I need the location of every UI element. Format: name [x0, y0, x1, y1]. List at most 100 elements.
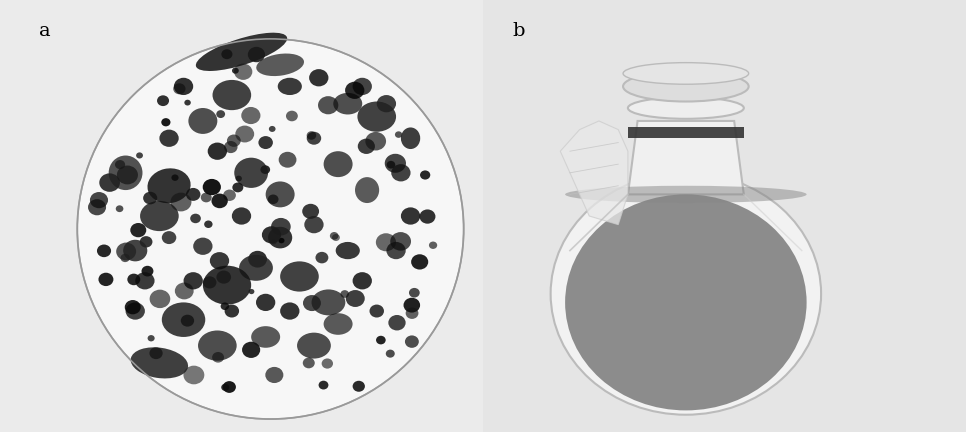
Ellipse shape	[224, 305, 240, 318]
Ellipse shape	[353, 272, 372, 289]
Circle shape	[346, 290, 365, 307]
Ellipse shape	[256, 54, 304, 76]
Ellipse shape	[628, 97, 744, 119]
Ellipse shape	[203, 266, 251, 305]
Ellipse shape	[386, 242, 406, 259]
Circle shape	[365, 132, 386, 150]
Ellipse shape	[130, 347, 188, 378]
Ellipse shape	[311, 289, 346, 315]
Circle shape	[232, 68, 239, 74]
Text: b: b	[512, 22, 525, 40]
Circle shape	[227, 134, 241, 147]
Circle shape	[357, 139, 375, 154]
Circle shape	[262, 226, 281, 244]
Ellipse shape	[391, 164, 411, 181]
Ellipse shape	[280, 302, 299, 320]
Ellipse shape	[208, 143, 227, 160]
Ellipse shape	[309, 69, 328, 86]
Circle shape	[270, 239, 276, 245]
Circle shape	[99, 273, 113, 286]
Ellipse shape	[124, 240, 147, 261]
Circle shape	[234, 64, 252, 80]
Circle shape	[409, 288, 419, 298]
Circle shape	[121, 254, 129, 262]
Polygon shape	[560, 121, 628, 225]
Circle shape	[201, 193, 212, 202]
Circle shape	[404, 298, 420, 313]
Ellipse shape	[565, 186, 807, 203]
Ellipse shape	[401, 207, 420, 225]
Circle shape	[236, 126, 254, 143]
Ellipse shape	[198, 330, 237, 361]
Ellipse shape	[159, 130, 179, 147]
Circle shape	[150, 289, 170, 308]
Circle shape	[203, 276, 216, 289]
Circle shape	[88, 199, 106, 215]
Circle shape	[143, 192, 157, 204]
Ellipse shape	[148, 168, 190, 203]
Circle shape	[233, 183, 243, 192]
Circle shape	[140, 236, 153, 248]
Circle shape	[242, 107, 261, 124]
Ellipse shape	[298, 333, 330, 359]
Circle shape	[268, 194, 278, 204]
Ellipse shape	[623, 63, 749, 84]
Ellipse shape	[278, 78, 301, 95]
Circle shape	[384, 154, 406, 173]
Circle shape	[115, 160, 126, 169]
Circle shape	[386, 161, 395, 168]
Circle shape	[406, 308, 418, 319]
Circle shape	[173, 83, 185, 94]
Circle shape	[316, 252, 328, 264]
Circle shape	[223, 381, 236, 393]
Circle shape	[128, 273, 140, 285]
Circle shape	[551, 173, 821, 415]
Circle shape	[269, 126, 275, 132]
Circle shape	[216, 270, 231, 284]
Circle shape	[271, 218, 291, 235]
Circle shape	[116, 205, 124, 212]
Circle shape	[181, 314, 194, 327]
Circle shape	[340, 290, 349, 298]
Circle shape	[224, 141, 238, 153]
Ellipse shape	[336, 242, 359, 259]
Ellipse shape	[232, 207, 251, 225]
Circle shape	[565, 194, 807, 410]
Circle shape	[420, 170, 430, 180]
Polygon shape	[628, 121, 744, 194]
Circle shape	[170, 193, 191, 211]
Circle shape	[261, 165, 270, 174]
Ellipse shape	[324, 151, 353, 177]
Bar	[628, 127, 744, 138]
Ellipse shape	[235, 158, 269, 188]
Circle shape	[212, 194, 228, 208]
Circle shape	[175, 283, 193, 299]
Circle shape	[216, 110, 225, 118]
Ellipse shape	[174, 78, 193, 95]
Ellipse shape	[333, 93, 362, 114]
Circle shape	[353, 381, 365, 392]
Circle shape	[148, 335, 155, 341]
Circle shape	[204, 220, 213, 228]
Ellipse shape	[401, 127, 420, 149]
Circle shape	[332, 234, 340, 241]
Ellipse shape	[307, 132, 321, 145]
Ellipse shape	[162, 302, 205, 337]
Circle shape	[136, 152, 143, 159]
Circle shape	[171, 175, 179, 181]
Ellipse shape	[353, 78, 372, 95]
Ellipse shape	[135, 272, 155, 289]
Ellipse shape	[280, 261, 319, 292]
Circle shape	[278, 152, 297, 168]
Ellipse shape	[140, 201, 179, 231]
Text: a: a	[39, 22, 50, 40]
Ellipse shape	[623, 71, 749, 102]
Circle shape	[125, 300, 141, 314]
Ellipse shape	[266, 181, 295, 207]
Circle shape	[185, 100, 191, 105]
Circle shape	[161, 118, 170, 126]
Ellipse shape	[184, 272, 203, 289]
Ellipse shape	[213, 80, 251, 110]
Circle shape	[190, 214, 201, 223]
Circle shape	[306, 131, 316, 140]
